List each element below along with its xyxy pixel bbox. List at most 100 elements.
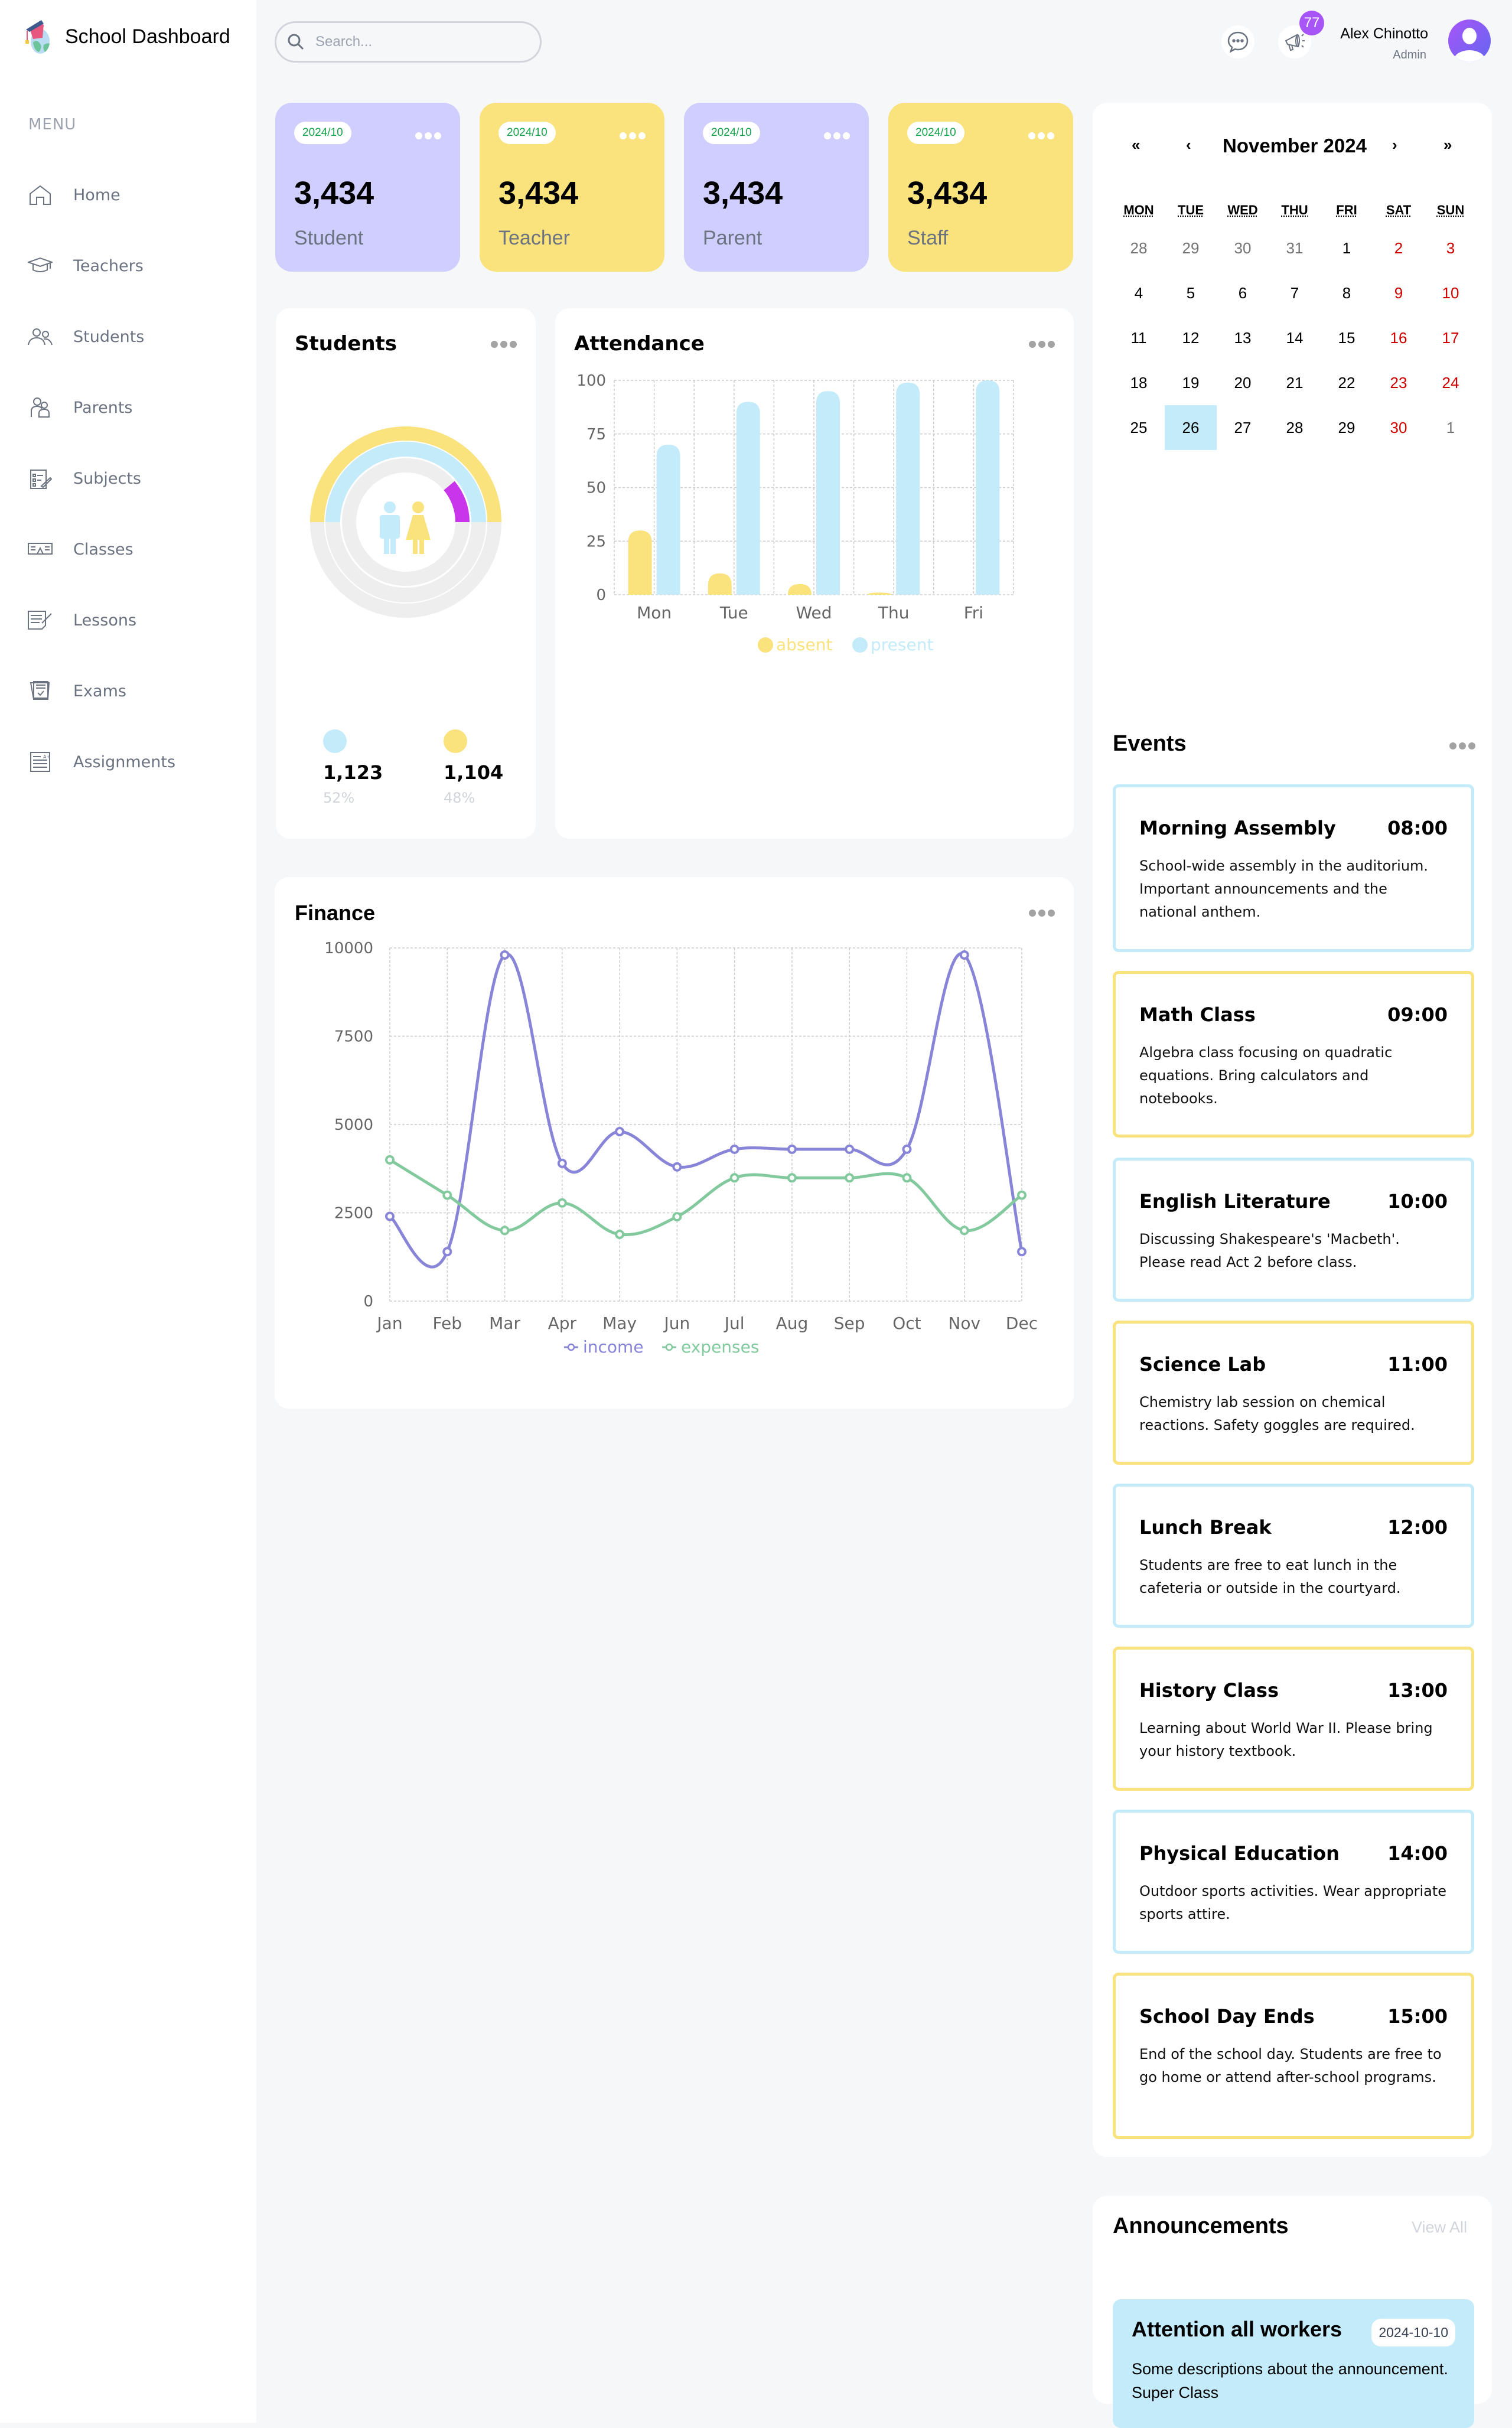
calendar-day[interactable]: 31 bbox=[1286, 239, 1304, 257]
more-options-icon[interactable] bbox=[1029, 910, 1055, 917]
point-income bbox=[385, 1211, 395, 1221]
more-options-icon[interactable] bbox=[824, 132, 850, 139]
point-income bbox=[845, 1144, 855, 1154]
calendar-day[interactable]: 17 bbox=[1442, 328, 1459, 347]
bar-absent bbox=[628, 530, 652, 595]
calendar-day[interactable]: 27 bbox=[1234, 418, 1252, 436]
line-income bbox=[389, 952, 1024, 1269]
calendar-day[interactable]: 12 bbox=[1182, 328, 1200, 347]
announcement-item[interactable]: Attention all workers 2024-10-10 Some de… bbox=[1113, 2299, 1474, 2428]
lessons-icon bbox=[26, 608, 54, 632]
event-item[interactable]: School Day Ends 15:00 End of the school da… bbox=[1113, 1973, 1474, 2139]
avatar[interactable] bbox=[1448, 19, 1491, 62]
home-icon bbox=[26, 183, 54, 207]
more-options-icon[interactable] bbox=[1449, 742, 1475, 749]
prev-month-button[interactable]: ‹ bbox=[1186, 136, 1191, 154]
calendar-day[interactable]: 7 bbox=[1290, 283, 1299, 302]
event-item[interactable]: Physical Education 14:00 Outdoor sports ac… bbox=[1113, 1810, 1474, 1954]
sidebar-item-parents[interactable]: Parents bbox=[26, 390, 239, 425]
sidebar-item-assignments[interactable]: A+ Assignments bbox=[26, 744, 239, 780]
calendar-day[interactable]: 23 bbox=[1390, 373, 1407, 392]
boys-count: 1,123 bbox=[323, 761, 383, 784]
calendar-day[interactable]: 9 bbox=[1394, 283, 1403, 302]
calendar-day[interactable]: 19 bbox=[1182, 373, 1200, 392]
calendar-day[interactable]: 14 bbox=[1286, 328, 1304, 347]
sidebar-item-students[interactable]: Students bbox=[26, 319, 239, 354]
sidebar-item-label: Subjects bbox=[73, 469, 142, 488]
calendar-day[interactable]: 25 bbox=[1130, 418, 1148, 436]
x-tick-label: Mar bbox=[489, 1314, 520, 1333]
girl-icon-leg bbox=[413, 539, 418, 554]
event-item[interactable]: Math Class 09:00 Algebra class focusing on… bbox=[1113, 971, 1474, 1138]
bar-present bbox=[816, 391, 840, 595]
next-year-button[interactable]: » bbox=[1443, 136, 1452, 154]
messages-button[interactable] bbox=[1221, 25, 1254, 58]
stat-value: 3,434 bbox=[907, 175, 988, 211]
more-options-icon[interactable] bbox=[1028, 132, 1054, 139]
boy-icon-leg bbox=[384, 535, 389, 554]
event-item[interactable]: English Literature 10:00 Discussing Shakes… bbox=[1113, 1158, 1474, 1302]
event-item[interactable]: Lunch Break 12:00 Students are free to eat… bbox=[1113, 1484, 1474, 1628]
calendar-day[interactable]: 18 bbox=[1130, 373, 1148, 392]
view-all-link[interactable]: View All bbox=[1412, 2218, 1468, 2236]
calendar-day[interactable]: 30 bbox=[1390, 418, 1407, 436]
calendar-day[interactable]: 22 bbox=[1338, 373, 1355, 392]
sidebar-item-label: Teachers bbox=[73, 256, 144, 275]
sidebar-item-subjects[interactable]: Subjects bbox=[26, 461, 239, 496]
sidebar-item-classes[interactable]: Classes bbox=[26, 532, 239, 567]
stat-value: 3,434 bbox=[294, 175, 374, 211]
calendar-day[interactable]: 29 bbox=[1338, 418, 1355, 436]
date-pill: 2024/10 bbox=[294, 122, 351, 144]
calendar-month-label[interactable]: November 2024 bbox=[1223, 135, 1367, 157]
graduation-cap-icon bbox=[26, 254, 54, 278]
calendar-day[interactable]: 15 bbox=[1338, 328, 1355, 347]
event-title: Lunch Break bbox=[1139, 1516, 1272, 1539]
more-options-icon[interactable] bbox=[620, 132, 646, 139]
calendar-day-today[interactable]: 26 bbox=[1165, 405, 1217, 450]
calendar-day[interactable]: 3 bbox=[1446, 239, 1455, 257]
calendar-day[interactable]: 28 bbox=[1130, 239, 1148, 257]
event-time: 14:00 bbox=[1387, 1842, 1448, 1865]
more-options-icon[interactable] bbox=[415, 132, 441, 139]
search-input[interactable] bbox=[315, 34, 516, 50]
weekday-header: SAT bbox=[1386, 203, 1412, 217]
event-item[interactable]: Morning Assembly 08:00 School-wide assembl… bbox=[1113, 784, 1474, 952]
stat-card-staff: 2024/10 3,434 Staff bbox=[888, 103, 1073, 272]
sidebar-item-teachers[interactable]: Teachers bbox=[26, 248, 239, 283]
more-options-icon[interactable] bbox=[491, 341, 517, 348]
calendar-day[interactable]: 20 bbox=[1234, 373, 1252, 392]
calendar-day[interactable]: 4 bbox=[1134, 283, 1143, 302]
sidebar-item-exams[interactable]: Exams bbox=[26, 673, 239, 709]
boy-girl-icon bbox=[380, 501, 431, 554]
calendar-day[interactable]: 16 bbox=[1390, 328, 1407, 347]
calendar-day[interactable]: 6 bbox=[1238, 283, 1247, 302]
line-expenses bbox=[389, 1158, 1023, 1237]
event-title: History Class bbox=[1139, 1679, 1279, 1702]
next-month-button[interactable]: › bbox=[1392, 136, 1397, 154]
event-header: Science Lab 11:00 bbox=[1139, 1353, 1448, 1376]
prev-year-button[interactable]: « bbox=[1132, 136, 1140, 154]
calendar-day[interactable]: 10 bbox=[1442, 283, 1459, 302]
calendar-day[interactable]: 8 bbox=[1342, 283, 1351, 302]
calendar-day[interactable]: 24 bbox=[1442, 373, 1459, 392]
event-item[interactable]: Science Lab 11:00 Chemistry lab session on… bbox=[1113, 1321, 1474, 1465]
calendar-day[interactable]: 1 bbox=[1446, 418, 1455, 436]
calendar-day[interactable]: 2 bbox=[1394, 239, 1403, 257]
event-item[interactable]: History Class 13:00 Learning about World W… bbox=[1113, 1647, 1474, 1791]
sidebar-item-home[interactable]: Home bbox=[26, 177, 239, 213]
sidebar: School Dashboard MENU Home Teachers Stud… bbox=[0, 0, 256, 2423]
calendar-day[interactable]: 11 bbox=[1130, 328, 1147, 347]
calendar-day[interactable]: 28 bbox=[1286, 418, 1304, 436]
event-header: School Day Ends 15:00 bbox=[1139, 2005, 1448, 2028]
calendar-day[interactable]: 29 bbox=[1182, 239, 1200, 257]
calendar-day[interactable]: 5 bbox=[1186, 283, 1195, 302]
calendar-day[interactable]: 1 bbox=[1342, 239, 1351, 257]
more-options-icon[interactable] bbox=[1029, 341, 1055, 348]
logo[interactable]: School Dashboard bbox=[20, 18, 230, 56]
sidebar-item-lessons[interactable]: Lessons bbox=[26, 602, 239, 638]
calendar-day[interactable]: 30 bbox=[1234, 239, 1252, 257]
legend-marker-income bbox=[567, 1343, 575, 1351]
x-tick-label: Thu bbox=[878, 603, 910, 623]
calendar-day[interactable]: 13 bbox=[1234, 328, 1252, 347]
calendar-day[interactable]: 21 bbox=[1286, 373, 1304, 392]
